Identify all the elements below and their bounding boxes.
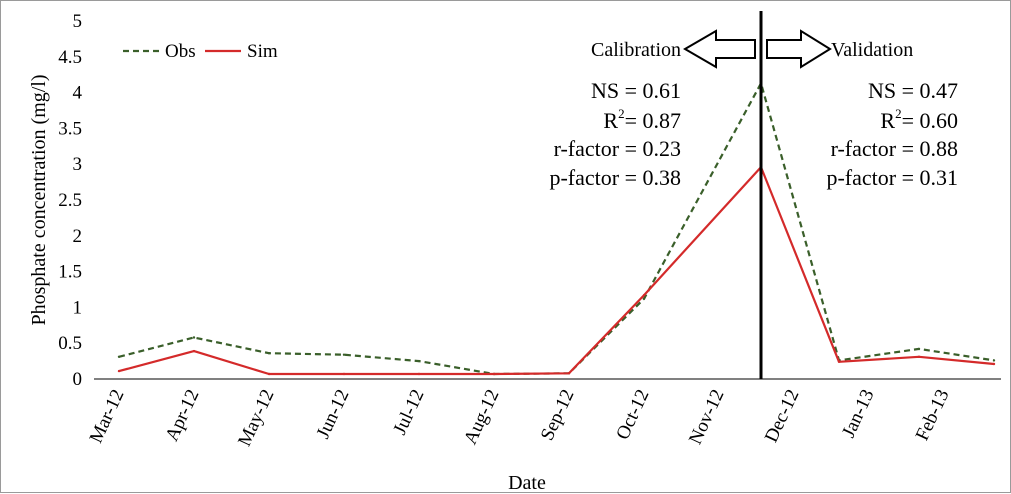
data-point-sim <box>417 372 421 376</box>
series-line-sim <box>118 166 995 376</box>
legend: Obs Sim <box>123 41 278 62</box>
data-point-obs <box>192 336 196 339</box>
x-tick-label: Feb-13 <box>912 386 954 444</box>
validation-stats: NS = 0.47 R2= 0.60 r-factor = 0.88 p-factor… <box>826 78 958 190</box>
x-tick-label: Dec-12 <box>761 386 804 446</box>
data-point-sim <box>642 294 646 297</box>
y-tick-label: 5 <box>73 11 83 32</box>
y-tick-label: 3.5 <box>58 118 82 139</box>
x-tick-label: Nov-12 <box>685 386 729 447</box>
x-tick-label: Jul-12 <box>389 386 428 438</box>
data-point-sim <box>837 360 841 363</box>
series-line-obs <box>118 82 995 376</box>
validation-label: Validation <box>831 39 913 61</box>
r2-value: = 0.87 <box>625 108 681 133</box>
rfactor-stat: r-factor = 0.88 <box>831 136 958 161</box>
axes-layer: 0 0.5 1 1.5 2 2.5 3 3.5 4 4.5 5 Mar-12 Apr-12 May-12 J… <box>28 11 1001 494</box>
y-tick-label: 2.5 <box>58 190 82 211</box>
data-point-obs <box>267 352 271 355</box>
data-point-obs <box>342 353 346 356</box>
r2-symbol: R <box>603 108 618 133</box>
r2-superscript: 2 <box>618 106 625 121</box>
y-axis-title: Phosphate concentration (mg/l) <box>28 74 50 325</box>
legend-label-obs: Obs <box>165 41 196 62</box>
r2-value: = 0.60 <box>902 108 958 133</box>
validation-arrow-icon <box>766 29 832 69</box>
r2-superscript: 2 <box>895 106 902 121</box>
y-tick-label: 4 <box>73 83 83 104</box>
pfactor-stat: p-factor = 0.31 <box>826 165 958 190</box>
data-point-sim <box>992 362 996 366</box>
data-point-sim <box>342 372 346 376</box>
data-point-obs <box>117 355 121 358</box>
y-tick-label: 0.5 <box>58 333 82 354</box>
ns-stat: NS = 0.47 <box>868 78 958 103</box>
data-point-obs <box>992 359 996 362</box>
x-tick-label: Sep-12 <box>537 386 579 444</box>
data-point-sim <box>267 372 271 376</box>
x-tick-label: May-12 <box>234 386 278 449</box>
calibration-label: Calibration <box>591 39 681 61</box>
data-point-sim <box>192 349 196 353</box>
r2-symbol: R <box>880 108 895 133</box>
ns-stat: NS = 0.61 <box>591 78 681 103</box>
calibration-arrow-icon <box>683 29 756 69</box>
pfactor-stat: p-factor = 0.38 <box>549 165 681 190</box>
x-tick-label: Jan-13 <box>838 386 878 441</box>
x-tick-label: Oct-12 <box>612 386 653 443</box>
y-tick-label: 3 <box>73 154 83 175</box>
data-point-sim <box>492 372 496 376</box>
calibration-stats: NS = 0.61 R2= 0.87 r-factor = 0.23 p-factor… <box>549 78 681 190</box>
y-tick-label: 2 <box>73 226 83 247</box>
legend-label-sim: Sim <box>247 41 278 62</box>
series-layer <box>117 82 996 376</box>
data-point-sim <box>917 355 921 358</box>
data-point-obs <box>417 359 421 363</box>
x-tick-label: Aug-12 <box>460 386 504 447</box>
r2-stat: R2= 0.60 <box>880 106 958 133</box>
r2-stat: R2= 0.87 <box>603 106 681 133</box>
data-point-obs <box>917 347 921 351</box>
x-tick-label: Mar-12 <box>86 386 129 446</box>
data-point-sim <box>567 372 571 375</box>
y-tick-label: 4.5 <box>58 47 82 68</box>
data-point-sim <box>117 369 121 373</box>
x-tick-label: Apr-12 <box>161 386 203 444</box>
y-tick-label: 1 <box>73 297 83 318</box>
y-tick-label: 0 <box>73 369 83 390</box>
y-tick-label: 1.5 <box>58 262 82 283</box>
x-tick-label: Jun-12 <box>313 386 354 442</box>
data-point-obs <box>642 297 646 300</box>
rfactor-stat: r-factor = 0.23 <box>554 136 681 161</box>
x-axis-title: Date <box>508 472 546 494</box>
